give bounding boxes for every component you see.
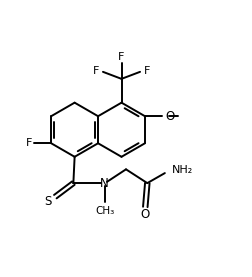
Text: S: S	[45, 195, 52, 208]
Text: N: N	[100, 177, 109, 190]
Text: F: F	[118, 52, 125, 62]
Text: F: F	[143, 66, 150, 76]
Text: O: O	[141, 208, 150, 221]
Text: NH₂: NH₂	[172, 165, 194, 175]
Text: CH₃: CH₃	[95, 206, 114, 216]
Text: F: F	[93, 66, 100, 76]
Text: F: F	[25, 138, 32, 148]
Text: O: O	[166, 110, 175, 123]
